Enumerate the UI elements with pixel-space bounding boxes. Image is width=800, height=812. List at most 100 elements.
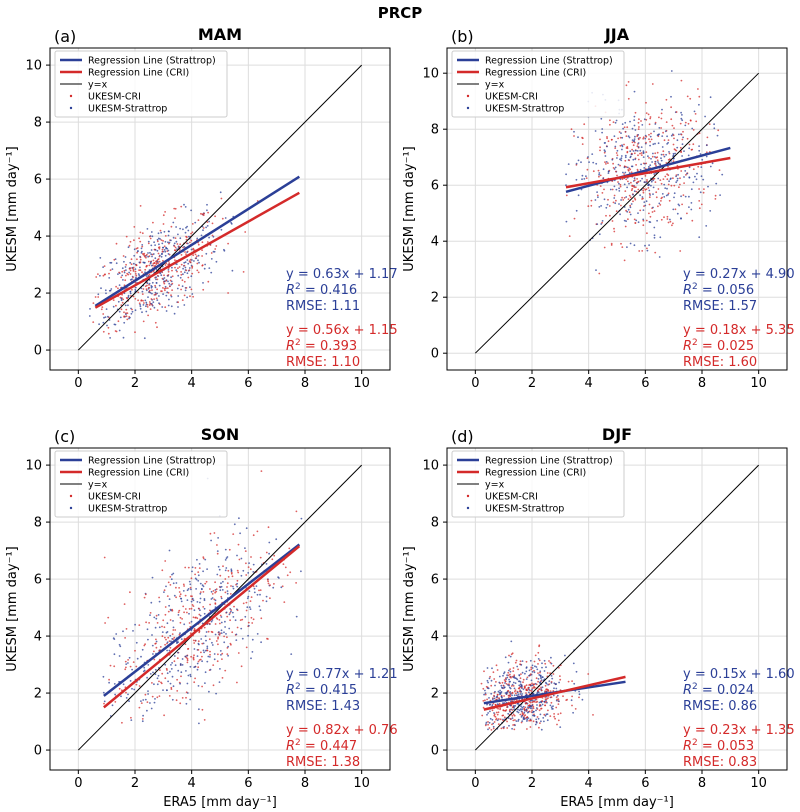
x-tick-label: 6 [244, 776, 252, 791]
point-strattrop [607, 172, 610, 175]
point-strattrop [300, 517, 303, 520]
point-strattrop [139, 266, 141, 269]
point-cri [179, 621, 182, 624]
point-cri [197, 660, 200, 663]
point-cri [714, 194, 717, 197]
point-strattrop [648, 244, 650, 247]
point-strattrop [201, 588, 203, 591]
point-cri [654, 181, 657, 184]
point-strattrop [509, 655, 512, 658]
point-strattrop [140, 287, 143, 290]
point-cri [610, 244, 613, 246]
point-strattrop [627, 135, 630, 138]
point-cri [678, 186, 680, 189]
point-cri [125, 274, 127, 277]
point-cri [674, 208, 677, 211]
point-cri [200, 651, 202, 654]
point-strattrop [537, 717, 540, 720]
point-cri [129, 267, 132, 269]
point-cri [640, 152, 643, 154]
point-cri [221, 217, 224, 220]
x-axis-label: ERA5 [mm day⁻¹] [560, 795, 674, 810]
point-strattrop [604, 142, 606, 144]
point-cri [156, 288, 159, 291]
point-cri [544, 662, 547, 665]
point-cri [616, 154, 619, 157]
point-cri [180, 254, 183, 256]
point-cri [504, 677, 507, 680]
point-cri [162, 223, 165, 225]
point-cri [237, 652, 240, 654]
point-strattrop [594, 199, 597, 201]
point-cri [550, 696, 553, 699]
point-cri [642, 191, 645, 194]
point-cri [687, 122, 690, 125]
point-cri [679, 250, 682, 252]
point-cri [126, 312, 129, 315]
point-strattrop [272, 586, 275, 589]
point-strattrop [121, 274, 124, 277]
point-strattrop [598, 172, 601, 174]
point-cri [123, 315, 126, 318]
point-strattrop [661, 146, 664, 148]
point-cri [289, 571, 292, 574]
point-strattrop [165, 631, 168, 634]
point-cri [151, 695, 154, 698]
point-strattrop [591, 153, 594, 156]
point-strattrop [510, 692, 512, 695]
point-strattrop [215, 260, 218, 263]
point-cri [530, 668, 533, 671]
point-cri [514, 690, 516, 693]
point-strattrop [545, 690, 548, 693]
point-cri [667, 165, 669, 168]
point-strattrop [529, 699, 532, 702]
point-strattrop [120, 695, 122, 698]
point-strattrop [680, 117, 683, 120]
point-cri [496, 713, 499, 716]
point-cri [156, 274, 159, 277]
point-cri [167, 581, 170, 584]
point-cri [538, 726, 540, 729]
point-cri [174, 217, 176, 220]
point-strattrop [540, 720, 542, 723]
point-strattrop [196, 662, 199, 665]
point-cri [220, 197, 223, 200]
point-cri [539, 671, 541, 674]
point-strattrop [259, 609, 262, 611]
point-cri [609, 214, 611, 217]
point-cri [175, 586, 177, 589]
point-cri [147, 260, 150, 263]
point-cri [117, 320, 120, 323]
point-strattrop [166, 689, 168, 692]
point-cri [164, 235, 167, 237]
point-strattrop [146, 676, 149, 679]
point-cri [532, 720, 535, 723]
point-strattrop [236, 554, 238, 557]
equation-strattrop: y = 0.27x + 4.90 [683, 267, 795, 282]
point-cri [216, 660, 219, 663]
point-strattrop [203, 599, 206, 602]
point-cri [162, 281, 165, 283]
point-strattrop [130, 312, 133, 315]
equation-strattrop: y = 0.77x + 1.21 [286, 667, 398, 682]
point-strattrop [105, 292, 107, 295]
point-cri [236, 569, 239, 572]
point-strattrop [155, 282, 158, 284]
point-strattrop [252, 563, 255, 566]
point-cri [697, 88, 699, 90]
point-cri [686, 95, 689, 98]
point-cri [681, 138, 684, 141]
point-strattrop [149, 261, 152, 264]
point-cri [619, 144, 622, 147]
point-strattrop [114, 693, 116, 696]
point-cri [504, 710, 507, 712]
point-strattrop [629, 213, 632, 216]
point-strattrop [628, 136, 631, 139]
point-cri [162, 240, 165, 242]
point-cri [498, 697, 500, 699]
point-cri [179, 595, 181, 598]
point-strattrop [676, 179, 679, 182]
point-cri [125, 315, 128, 318]
point-strattrop [106, 324, 108, 327]
